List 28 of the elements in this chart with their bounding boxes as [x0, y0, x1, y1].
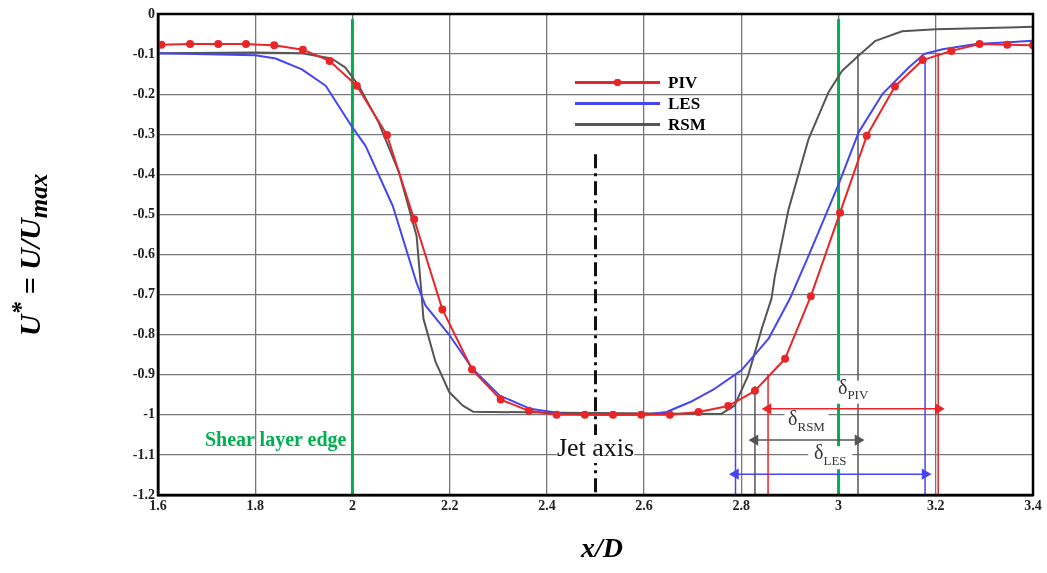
- y-tick-label: -0.2: [132, 85, 155, 101]
- y-tick-label: -0.3: [132, 125, 155, 141]
- annotation: Shear layer edge: [204, 428, 347, 452]
- x-tick-label: 1.8: [246, 498, 264, 514]
- y-tick-label: -0.9: [132, 366, 155, 382]
- y-tick-label: -1: [143, 406, 155, 422]
- x-tick-label: 3.4: [1024, 498, 1042, 514]
- x-tick-label: 2.6: [635, 498, 653, 514]
- y-tick-label: -1.1: [132, 446, 155, 462]
- x-tick-label: 3.2: [927, 498, 945, 514]
- legend-label: LES: [668, 93, 701, 114]
- y-tick-label: -0.5: [132, 206, 155, 222]
- x-tick-label: 3: [835, 498, 843, 514]
- legend-label: PIV: [668, 72, 698, 93]
- y-tick-label: 0: [148, 5, 155, 21]
- y-tick-label: -0.8: [132, 326, 155, 342]
- x-tick-label: 2.2: [440, 498, 459, 514]
- legend-label: RSM: [668, 114, 706, 135]
- annotation: Jet axis: [556, 432, 635, 462]
- x-tick-label: 2.4: [538, 498, 556, 514]
- y-tick-label: -0.6: [132, 246, 155, 262]
- y-tick-label: -0.4: [132, 165, 155, 181]
- x-tick-label: 1.6: [149, 498, 167, 514]
- x-tick-label: 2.8: [732, 498, 751, 514]
- x-tick-label: 2: [348, 498, 356, 514]
- x-axis-title: x/D: [581, 532, 623, 564]
- y-tick-label: -0.7: [132, 286, 155, 302]
- y-tick-label: -0.1: [132, 45, 155, 61]
